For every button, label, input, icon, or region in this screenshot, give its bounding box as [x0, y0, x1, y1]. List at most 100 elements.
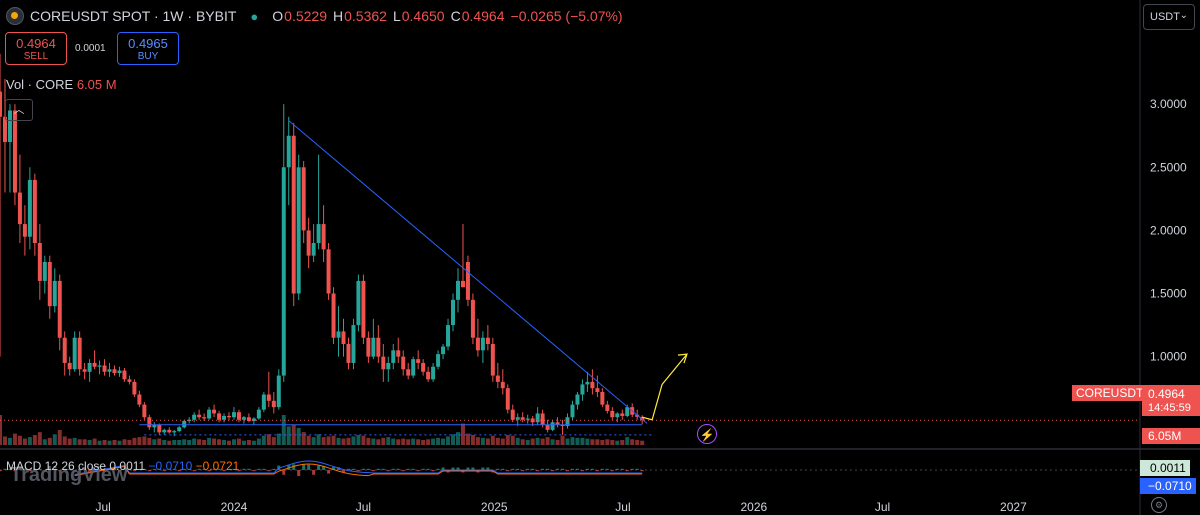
candle-body [222, 415, 227, 420]
volume-bar [147, 437, 152, 445]
volume-bar [436, 437, 441, 445]
volume-bar [162, 440, 167, 445]
candle-body [47, 261, 52, 307]
candle-body [500, 381, 505, 389]
macd-line [74, 460, 643, 475]
macd-hist-bar [511, 468, 515, 470]
volume-bar [246, 440, 251, 445]
macd-hist-bar [187, 468, 191, 470]
flash-icon[interactable]: ⚡ [697, 424, 717, 444]
candle-body [505, 388, 510, 410]
macd-hist-bar [496, 468, 500, 470]
last-price-badge: 0.4964 14:45:59 [1142, 385, 1200, 416]
macd-hist-bar [272, 468, 276, 470]
macd-hist-bar [227, 468, 231, 470]
candle-body [137, 394, 142, 405]
volume-bar [192, 438, 197, 445]
candle-body [132, 381, 137, 395]
currency-button[interactable]: USDT ⌄ [1143, 4, 1195, 30]
volume-bar [2, 436, 7, 445]
candle-body [256, 409, 261, 419]
candle-body [351, 325, 356, 363]
macd-hist-bar [192, 470, 196, 472]
macd-hist-bar [287, 464, 291, 470]
candle-body [7, 110, 12, 143]
candle-body [595, 388, 600, 392]
volume-bar [386, 437, 391, 445]
symbol-title[interactable]: COREUSDT SPOT · 1W · BYBIT [30, 8, 237, 24]
volume-bar [182, 439, 187, 445]
macd-hist-bar [451, 467, 455, 470]
volume-bar [37, 432, 42, 445]
volume-bar [401, 438, 406, 445]
sell-button[interactable]: 0.4964 SELL [5, 32, 67, 65]
volume-bar [217, 439, 222, 445]
candle-body [226, 415, 231, 418]
macd-hist-bar [346, 468, 350, 470]
buy-price: 0.4965 [128, 36, 168, 51]
macd-pane [0, 460, 1140, 477]
macd-hist-bar [600, 468, 604, 470]
volume-bar [485, 438, 490, 445]
macd-hist-bar [207, 470, 211, 472]
buy-button[interactable]: 0.4965 BUY [117, 32, 179, 65]
volume-bar [391, 438, 396, 445]
macd-hist-bar [157, 468, 161, 470]
candle-body [341, 331, 346, 345]
volume-bar [52, 434, 57, 445]
volume-bar [256, 438, 261, 445]
candle-body [545, 424, 550, 430]
volume-bar [520, 439, 525, 445]
collapse-legend-button[interactable]: ︿ [5, 99, 33, 121]
volume-bar [22, 438, 27, 445]
macd-hist-bar [620, 468, 624, 470]
volume-bar [231, 439, 236, 445]
macd-hist-bar [471, 467, 475, 470]
macd-hist-bar [182, 468, 186, 470]
symbol-header: COREUSDT SPOT · 1W · BYBIT ● O 0.5229 H 0.… [6, 6, 629, 26]
macd-hist-bar [416, 470, 420, 472]
macd-hist-bar [531, 468, 535, 470]
macd-hist-bar [98, 468, 102, 470]
macd-hist-bar [43, 470, 47, 472]
candle-body [22, 224, 27, 237]
macd-hist-bar [48, 468, 52, 470]
volume-bar [202, 440, 207, 445]
volume-bar [630, 439, 635, 445]
volume-bar [152, 439, 157, 445]
volume-bar [451, 434, 456, 445]
candle-body [142, 404, 147, 418]
macd-hist-bar [625, 470, 629, 472]
x-tick-label: Jul [95, 500, 110, 514]
macd-hist-bar [566, 470, 570, 472]
settings-icon[interactable]: ⚙ [1151, 497, 1167, 513]
volume-bar [346, 437, 351, 445]
volume-bar [137, 437, 142, 445]
volume-bar [112, 440, 117, 445]
bar-countdown: 14:45:59 [1148, 402, 1191, 414]
volume-bar [187, 440, 192, 445]
candle-body [326, 249, 331, 294]
macd-hist-bar [162, 470, 166, 472]
volume-bar [480, 437, 485, 445]
macd-hist-value: −0.0721 [195, 459, 240, 473]
candle-body [82, 369, 87, 372]
close-value: 0.4964 [461, 8, 505, 24]
x-tick-label: 2027 [1000, 500, 1027, 514]
macd-hist-bar [585, 468, 589, 470]
candle-body [555, 422, 560, 425]
candle-body [291, 135, 296, 294]
macd-hist-bar [197, 468, 201, 470]
candle-body [485, 337, 490, 345]
macd-hist-bar [411, 468, 415, 470]
macd-hist-bar [232, 468, 236, 470]
candle-body [52, 280, 57, 307]
macd-hist-bar [152, 468, 156, 470]
price-axis: 3.0000 2.5000 2.0000 1.5000 1.0000 [1150, 97, 1187, 363]
macd-hist-bar [371, 470, 375, 472]
volume-bar [396, 439, 401, 445]
macd-hist-bar [456, 467, 460, 470]
macd-hist-bar [630, 468, 634, 470]
volume-bar [276, 433, 281, 445]
